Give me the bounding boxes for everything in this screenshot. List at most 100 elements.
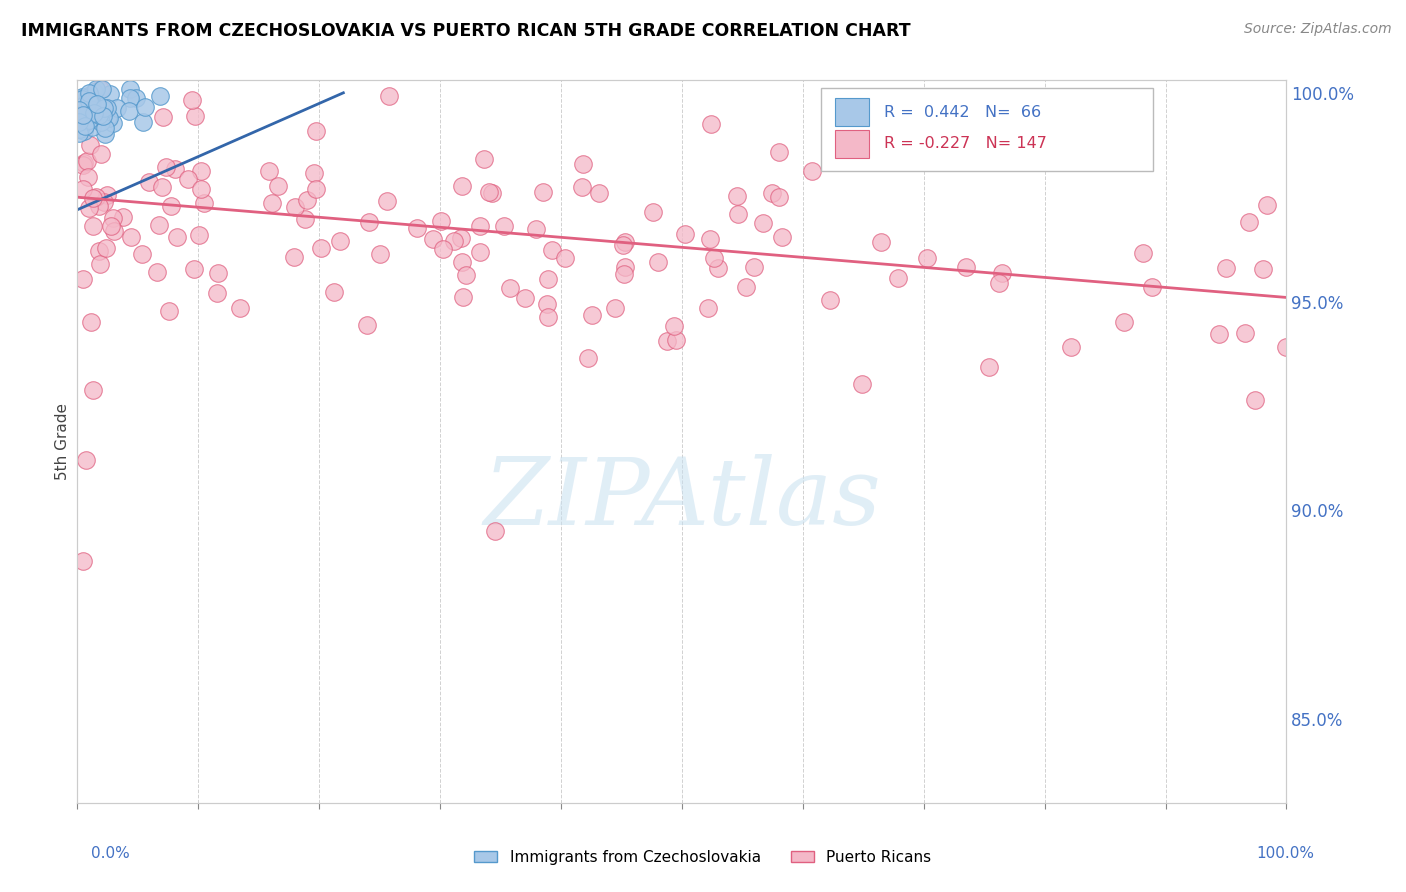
Point <box>76 89 98 103</box>
Point <box>155 160 177 174</box>
Point <box>752 216 775 230</box>
FancyBboxPatch shape <box>821 87 1153 170</box>
Point <box>697 301 720 315</box>
Point <box>456 268 478 283</box>
Point <box>98 111 121 125</box>
Point <box>80 91 103 105</box>
Point <box>79 113 101 128</box>
Point <box>1215 261 1237 276</box>
Point <box>89 108 111 122</box>
Point <box>157 303 180 318</box>
Point <box>76 103 98 118</box>
Point <box>75 120 97 134</box>
Point <box>180 93 202 107</box>
Point <box>149 89 172 103</box>
FancyBboxPatch shape <box>835 98 869 126</box>
Point <box>329 234 352 248</box>
Point <box>470 219 492 234</box>
Point <box>499 281 522 295</box>
Point <box>67 121 90 136</box>
Point <box>368 247 391 261</box>
Point <box>111 210 134 224</box>
Point <box>430 214 453 228</box>
Point <box>305 124 328 138</box>
Point <box>450 231 472 245</box>
Point <box>77 86 100 100</box>
Point <box>378 88 401 103</box>
Point <box>72 90 94 104</box>
Point <box>356 318 378 332</box>
Point <box>75 453 97 467</box>
Point <box>152 110 174 124</box>
Point <box>554 251 576 265</box>
Point <box>96 188 118 202</box>
Point <box>422 232 444 246</box>
Point <box>229 301 252 315</box>
Point <box>131 246 153 260</box>
Point <box>89 257 111 271</box>
Point <box>76 108 98 122</box>
Point <box>1208 326 1230 341</box>
Point <box>90 115 112 129</box>
Point <box>294 212 316 227</box>
Point <box>193 195 215 210</box>
Point <box>84 81 107 95</box>
Point <box>492 219 515 233</box>
Point <box>73 124 96 138</box>
Point <box>703 251 725 265</box>
Point <box>76 153 98 168</box>
Text: IMMIGRANTS FROM CZECHOSLOVAKIA VS PUERTO RICAN 5TH GRADE CORRELATION CHART: IMMIGRANTS FROM CZECHOSLOVAKIA VS PUERTO… <box>21 22 911 40</box>
Point <box>96 110 118 124</box>
Point <box>357 215 380 229</box>
Point <box>83 95 105 109</box>
Point <box>190 164 212 178</box>
Point <box>72 272 94 286</box>
Point <box>79 138 101 153</box>
Point <box>1237 215 1260 229</box>
Point <box>869 235 891 249</box>
Point <box>295 194 318 208</box>
Point <box>614 260 637 274</box>
Point <box>1275 340 1298 354</box>
Text: 100.0%: 100.0% <box>1257 847 1315 861</box>
Point <box>73 98 96 112</box>
Point <box>955 260 977 275</box>
Point <box>69 121 91 136</box>
Point <box>101 211 124 225</box>
Point <box>484 524 506 539</box>
Point <box>77 95 100 109</box>
Point <box>83 106 105 120</box>
Point <box>73 107 96 121</box>
Point <box>725 188 748 202</box>
Point <box>138 175 160 189</box>
Point <box>82 109 104 123</box>
Point <box>323 285 346 299</box>
Point <box>267 179 290 194</box>
Point <box>576 351 599 366</box>
Point <box>67 112 90 126</box>
Point <box>727 207 749 221</box>
Point <box>100 219 122 233</box>
Point <box>76 169 98 184</box>
Point <box>432 243 454 257</box>
Point <box>472 152 495 166</box>
Point <box>91 108 114 122</box>
Point <box>103 224 125 238</box>
Point <box>453 290 475 304</box>
Text: R = -0.227   N= 147: R = -0.227 N= 147 <box>884 136 1046 152</box>
Point <box>76 101 98 115</box>
Point <box>641 204 664 219</box>
Point <box>537 272 560 286</box>
Point <box>118 81 141 95</box>
Point <box>260 196 283 211</box>
Point <box>124 90 146 104</box>
Point <box>571 180 593 194</box>
Point <box>90 146 112 161</box>
Point <box>79 112 101 126</box>
Point <box>91 109 114 123</box>
FancyBboxPatch shape <box>835 130 869 158</box>
Point <box>86 97 108 112</box>
Point <box>96 240 118 254</box>
Point <box>190 182 212 196</box>
Point <box>72 156 94 170</box>
